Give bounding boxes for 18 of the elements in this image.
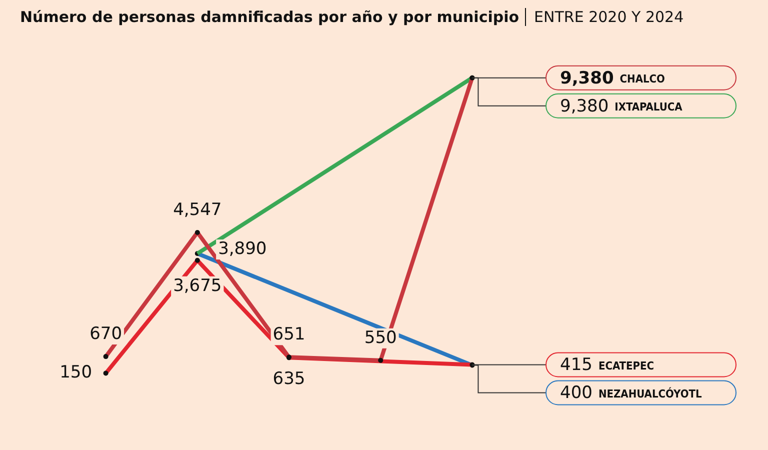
data-label: 3,675 (173, 276, 222, 296)
data-label: 635 (272, 369, 306, 390)
data-label: 4,547 (173, 200, 222, 220)
data-label: 400 (560, 383, 592, 404)
data-label: 415 (560, 355, 592, 376)
text: ECATEPEC (598, 360, 654, 373)
data-label: 9,380 (560, 68, 614, 88)
text: NEZAHUALCÓYOTL (598, 386, 702, 401)
data-label: 651 (272, 324, 306, 345)
data-label: 550 (364, 328, 397, 348)
data-label: 150 (60, 362, 92, 383)
text: CHALCO (620, 72, 665, 86)
data-label: 670 (90, 324, 122, 344)
chart-title: Número de personas damnificadas por año y por municipio (20, 8, 520, 26)
text: ENTRE 2020 Y 2024 (525, 8, 684, 26)
data-label: 3,890 (218, 238, 267, 259)
text: IXTAPALUCA (614, 100, 683, 114)
data-label: 9,380 (560, 96, 609, 116)
